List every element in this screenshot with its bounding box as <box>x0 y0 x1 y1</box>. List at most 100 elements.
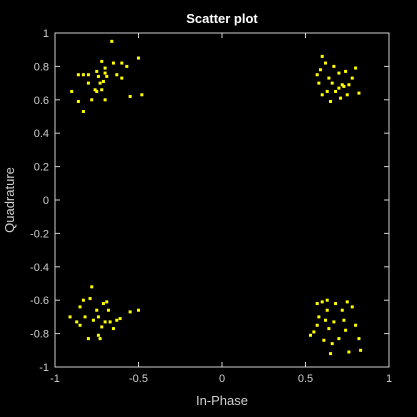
data-point <box>317 315 321 319</box>
data-point <box>319 68 323 72</box>
data-point <box>315 323 319 327</box>
x-tick-label: 0.5 <box>298 373 313 385</box>
data-point <box>88 297 92 301</box>
y-tick-label: 0.4 <box>34 128 49 140</box>
data-point <box>329 99 333 103</box>
y-tick-label: -0.2 <box>30 228 49 240</box>
data-point <box>100 325 104 329</box>
data-point <box>320 300 324 304</box>
data-point <box>111 327 115 331</box>
data-point <box>103 98 107 102</box>
data-point <box>96 74 100 78</box>
y-tick-label: 0 <box>43 195 49 207</box>
y-tick-label: -0.6 <box>30 295 49 307</box>
data-point <box>327 76 331 80</box>
data-point <box>90 98 94 102</box>
data-point <box>347 350 351 354</box>
data-point <box>106 308 110 312</box>
data-point <box>315 302 319 306</box>
data-point <box>128 310 132 314</box>
data-point <box>357 91 361 95</box>
y-tick-label: 0.2 <box>34 162 49 174</box>
data-point <box>103 66 107 70</box>
data-point <box>332 64 336 68</box>
data-point <box>322 338 326 342</box>
data-point <box>350 76 354 80</box>
data-point <box>354 323 358 327</box>
data-point <box>70 89 74 93</box>
y-axis-ticks: -1 -0.8 -0.6 -0.4 -0.2 0 0.2 0.4 0.6 0.8 1 <box>30 28 389 374</box>
y-tick-label: -0.4 <box>30 262 49 274</box>
data-point <box>342 84 346 88</box>
data-point <box>78 305 82 309</box>
data-point <box>78 323 82 327</box>
x-tick-label: -0.5 <box>129 373 148 385</box>
data-point <box>108 320 112 324</box>
data-point <box>330 342 334 346</box>
data-point <box>98 81 102 85</box>
data-point <box>96 333 100 337</box>
y-tick-label: 1 <box>43 28 49 40</box>
data-point <box>120 61 124 65</box>
data-point <box>115 73 119 77</box>
y-axis-label: Quadrature <box>2 167 17 233</box>
data-point <box>344 328 348 332</box>
data-point <box>128 94 132 98</box>
data-point <box>86 73 90 77</box>
data-point <box>111 61 115 65</box>
data-point <box>345 300 349 304</box>
data-point <box>357 337 361 341</box>
x-tick-label: -1 <box>50 373 60 385</box>
data-point <box>118 317 122 321</box>
data-point <box>120 76 124 80</box>
data-point <box>337 71 341 75</box>
y-tick-label: -0.8 <box>30 329 49 341</box>
data-point <box>347 83 351 87</box>
data-point <box>340 83 344 87</box>
data-point <box>309 333 313 337</box>
data-point <box>86 337 90 341</box>
x-axis-label: In-Phase <box>196 393 248 408</box>
data-point <box>320 54 324 58</box>
data-point <box>125 64 129 68</box>
data-point <box>101 302 105 306</box>
data-point <box>103 320 107 324</box>
data-point <box>96 315 100 319</box>
data-point <box>100 88 104 92</box>
data-point <box>76 73 80 77</box>
data-point <box>337 86 341 90</box>
data-point <box>83 315 87 319</box>
y-tick-label: -1 <box>39 362 49 374</box>
data-point <box>359 348 363 352</box>
data-point <box>137 308 140 312</box>
data-points <box>68 39 363 356</box>
data-point <box>86 81 90 85</box>
data-point <box>95 308 99 312</box>
data-point <box>325 308 329 312</box>
data-point <box>115 318 119 322</box>
data-point <box>342 318 346 322</box>
x-tick-label: 0 <box>219 373 225 385</box>
data-point <box>100 59 104 63</box>
y-tick-label: 0.8 <box>34 61 49 73</box>
data-point <box>334 302 338 306</box>
data-point <box>327 327 331 331</box>
data-point <box>312 330 316 334</box>
data-point <box>103 71 107 75</box>
data-point <box>93 88 97 92</box>
data-point <box>337 337 341 341</box>
x-tick-label: 1 <box>386 373 392 385</box>
data-point <box>90 285 94 289</box>
data-point <box>317 81 321 85</box>
data-point <box>81 73 85 77</box>
y-tick-label: 0.6 <box>34 95 49 107</box>
data-point <box>320 93 324 97</box>
data-point <box>332 320 336 324</box>
data-point <box>354 66 358 70</box>
data-point <box>105 74 109 78</box>
data-point <box>98 337 102 341</box>
data-point <box>95 89 99 93</box>
data-point <box>334 89 338 93</box>
